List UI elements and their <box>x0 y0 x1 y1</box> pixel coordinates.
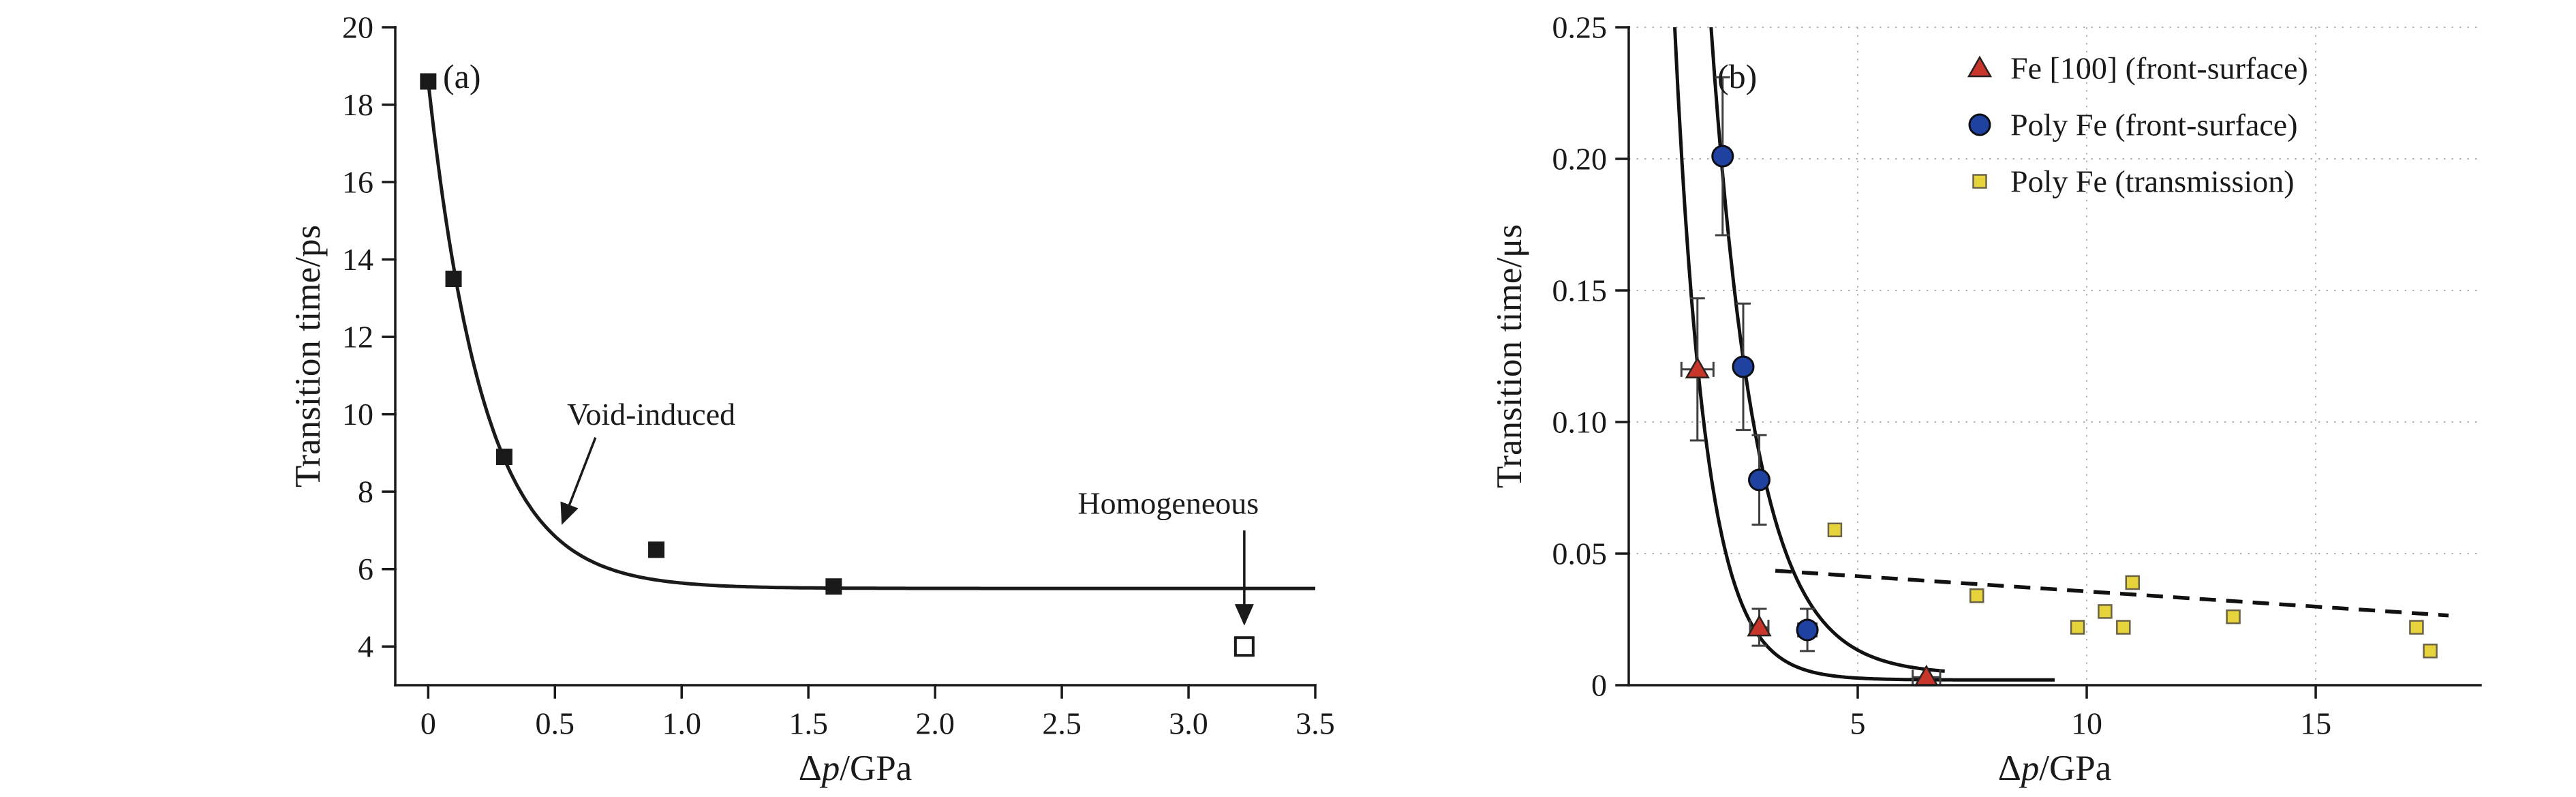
data-point <box>1796 618 1819 642</box>
panel-label: (a) <box>443 57 481 95</box>
x-tick-label: 10 <box>2071 706 2102 741</box>
y-tick-label: 0 <box>1591 668 1607 703</box>
data-point <box>2409 620 2424 635</box>
legend: Fe [100] (front-surface) Poly Fe (front-s… <box>1967 51 2308 199</box>
y-axis-label: Transition time/ps <box>288 225 328 487</box>
y-tick-label: 0.15 <box>1552 273 1608 308</box>
data-point <box>1732 355 1755 378</box>
panel-a: 0 0.5 1.0 1.5 2.0 2.5 3.0 3.5 4 6 8 10 12 14 16 18 20 Δp/… <box>288 10 1335 789</box>
x-tick-label: 5 <box>1850 706 1866 741</box>
data-point <box>1969 588 1984 603</box>
series <box>1233 636 1255 657</box>
legend-label: Poly Fe (front-surface) <box>2010 108 2298 142</box>
data-point <box>1711 145 1734 168</box>
x-tick-label: 0 <box>420 706 436 741</box>
fit-curves <box>1673 27 2449 682</box>
legend-marker-2 <box>1968 113 1991 136</box>
y-tick-label: 8 <box>358 475 373 509</box>
x-axis-label: Δp/GPa <box>1998 749 2112 788</box>
annotation-arrow <box>560 437 597 525</box>
x-tick-label: 3.0 <box>1169 706 1208 741</box>
x-tick-label: 2.5 <box>1042 706 1082 741</box>
fit-curve <box>1775 569 2449 618</box>
y-tick-label: 12 <box>342 320 373 355</box>
series <box>1827 522 2438 659</box>
data-point <box>2070 620 2085 635</box>
fit-curve <box>1673 27 2055 682</box>
legend-label: Poly Fe (transmission) <box>2010 164 2295 199</box>
grid <box>1629 27 2481 685</box>
data-point <box>2226 609 2241 625</box>
data-point <box>648 541 665 558</box>
y-tick-label: 0.20 <box>1552 142 1608 177</box>
fit-curve <box>426 81 1315 590</box>
y-tick-label: 6 <box>358 552 373 586</box>
annotation-text: Void-induced <box>567 397 735 432</box>
x-tick-label: 1.0 <box>662 706 701 741</box>
data-point <box>1748 468 1771 492</box>
data-point <box>1685 357 1710 379</box>
x-axis-label: Δp/GPa <box>799 749 913 788</box>
x-tick-label: 2.0 <box>915 706 955 741</box>
y-tick-label: 0.10 <box>1552 405 1608 440</box>
data-point <box>445 270 462 287</box>
panel-label: (b) <box>1717 57 1757 95</box>
data-point <box>2125 575 2140 590</box>
series <box>420 73 842 595</box>
y-tick-label: 10 <box>342 397 373 432</box>
legend-marker-1 <box>1967 55 1993 78</box>
y-tick-label: 0.05 <box>1552 537 1608 571</box>
legend-label: Fe [100] (front-surface) <box>2010 51 2308 86</box>
data-point <box>1827 522 1843 538</box>
legend-marker-3 <box>1972 174 1987 189</box>
y-tick-label: 0.25 <box>1552 10 1608 45</box>
data-point <box>2423 644 2438 659</box>
data-point <box>825 578 842 595</box>
data-point <box>1747 614 1772 637</box>
data-point <box>1233 636 1255 657</box>
data-point <box>420 73 437 90</box>
data-point <box>2098 604 2113 619</box>
x-tick-label: 15 <box>2300 706 2331 741</box>
data-point <box>2116 620 2131 635</box>
panel-b: 5 10 15 0 0.05 0.10 0.15 0.20 0.25 Δp/GPa Transiti… <box>1490 10 2482 788</box>
axes <box>382 26 1317 699</box>
y-tick-label: 20 <box>342 10 373 45</box>
x-tick-label: 0.5 <box>536 706 575 741</box>
y-tick-label: 16 <box>342 165 373 200</box>
series <box>1711 76 1819 652</box>
annotation-text: Homogeneous <box>1077 486 1259 521</box>
fit-curves <box>426 81 1315 590</box>
y-axis-label: Transition time/μs <box>1490 224 1529 488</box>
axes <box>1615 26 2482 699</box>
x-tick-label: 3.5 <box>1295 706 1335 741</box>
y-tick-label: 4 <box>358 629 373 664</box>
y-tick-label: 14 <box>342 242 373 277</box>
y-tick-label: 18 <box>342 87 373 122</box>
data-point <box>495 449 512 466</box>
x-tick-label: 1.5 <box>788 706 828 741</box>
